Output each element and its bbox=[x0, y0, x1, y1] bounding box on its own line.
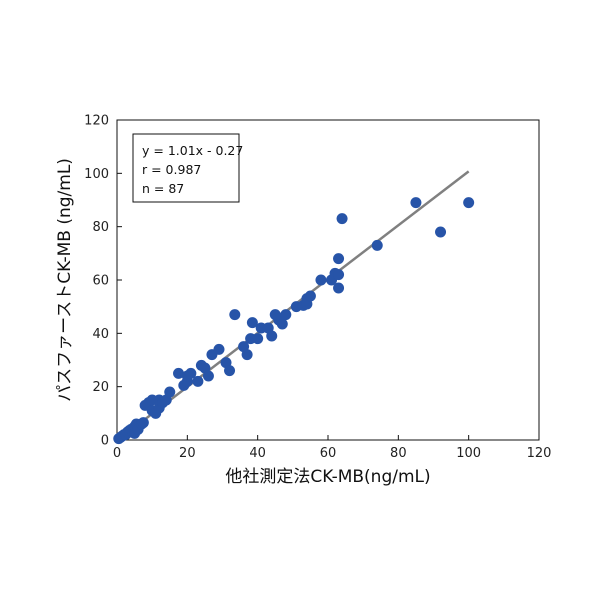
x-tick-label: 0 bbox=[113, 446, 121, 461]
x-tick-label: 100 bbox=[456, 446, 481, 461]
data-point bbox=[280, 309, 292, 321]
data-point bbox=[315, 274, 327, 286]
data-point bbox=[192, 375, 204, 387]
stats-legend: y = 1.01x - 0.27 r = 0.987 n = 87 bbox=[132, 133, 243, 203]
stats-n-value: n = 87 bbox=[142, 181, 184, 196]
x-axis: 0 20 40 60 80 100 120 bbox=[113, 435, 552, 461]
y-tick-label: 20 bbox=[92, 380, 109, 395]
data-point bbox=[410, 197, 422, 209]
data-point bbox=[333, 282, 345, 294]
x-tick-label: 80 bbox=[390, 446, 407, 461]
x-tick-label: 40 bbox=[249, 446, 266, 461]
y-axis: 0 20 40 60 80 100 120 bbox=[84, 114, 122, 449]
data-point bbox=[304, 290, 316, 302]
y-tick-label: 40 bbox=[92, 327, 109, 342]
data-point bbox=[463, 197, 475, 209]
data-point bbox=[224, 365, 236, 377]
data-point bbox=[266, 330, 278, 342]
data-point bbox=[333, 269, 345, 281]
y-tick-label: 60 bbox=[92, 274, 109, 289]
data-point bbox=[164, 386, 176, 398]
data-point bbox=[202, 370, 214, 382]
x-axis-label: 他社測定法CK-MB(ng/mL) bbox=[225, 467, 430, 487]
stats-legend-box bbox=[132, 133, 240, 203]
data-point bbox=[173, 367, 185, 379]
data-point bbox=[276, 318, 288, 330]
data-point bbox=[371, 239, 383, 251]
data-point bbox=[336, 213, 348, 225]
stats-r-value: r = 0.987 bbox=[142, 162, 201, 177]
x-tick-label: 120 bbox=[527, 446, 552, 461]
data-point bbox=[137, 417, 149, 429]
y-tick-label: 80 bbox=[92, 220, 109, 235]
x-tick-label: 60 bbox=[320, 446, 337, 461]
data-point bbox=[333, 253, 345, 265]
data-point bbox=[229, 309, 241, 321]
data-point bbox=[246, 317, 258, 329]
data-point bbox=[185, 367, 197, 379]
y-tick-label: 0 bbox=[101, 434, 109, 449]
y-axis-label: パスファーストCK-MB (ng/mL) bbox=[55, 158, 75, 402]
data-points bbox=[113, 197, 475, 445]
data-point bbox=[241, 349, 253, 361]
y-tick-label: 100 bbox=[84, 167, 109, 182]
data-point bbox=[252, 333, 264, 345]
data-point bbox=[435, 226, 447, 238]
y-tick-label: 120 bbox=[84, 114, 109, 129]
data-point bbox=[213, 343, 225, 355]
x-tick-label: 20 bbox=[179, 446, 196, 461]
stats-equation: y = 1.01x - 0.27 bbox=[142, 143, 243, 158]
